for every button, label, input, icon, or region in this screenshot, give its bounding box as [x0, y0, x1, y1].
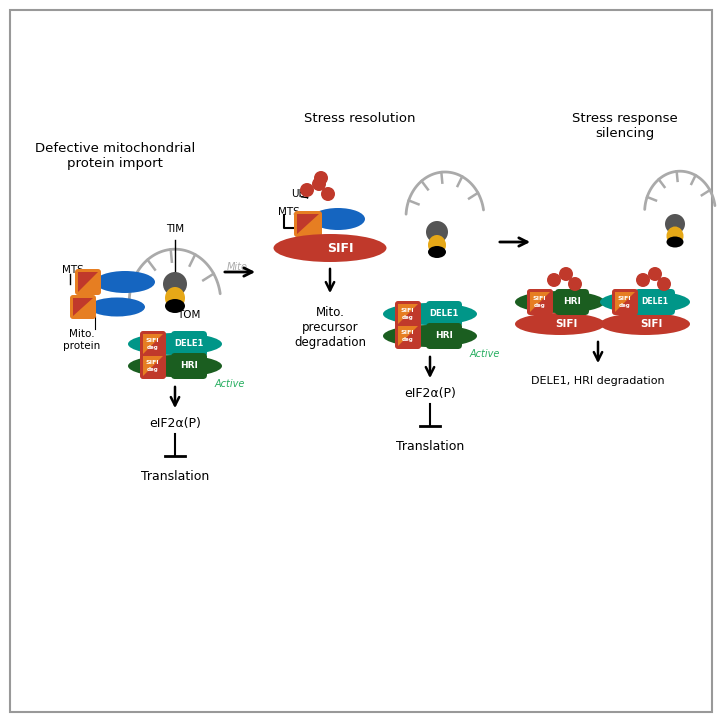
Text: SIFI: SIFI: [145, 360, 159, 365]
Ellipse shape: [600, 291, 690, 313]
Polygon shape: [78, 272, 98, 292]
Text: Mito.
protein: Mito. protein: [64, 329, 100, 351]
Text: Stress response
silencing: Stress response silencing: [572, 112, 678, 140]
Text: SIFI: SIFI: [640, 319, 662, 329]
Circle shape: [559, 267, 573, 281]
FancyBboxPatch shape: [426, 301, 462, 327]
Ellipse shape: [428, 235, 446, 255]
Polygon shape: [143, 356, 163, 376]
FancyBboxPatch shape: [140, 353, 166, 379]
Circle shape: [312, 177, 326, 191]
Circle shape: [300, 183, 314, 197]
Circle shape: [568, 277, 582, 291]
FancyBboxPatch shape: [635, 289, 675, 315]
FancyBboxPatch shape: [75, 269, 101, 295]
FancyBboxPatch shape: [426, 323, 462, 349]
Polygon shape: [297, 214, 319, 234]
Text: SIFI: SIFI: [617, 296, 631, 301]
Text: Translation: Translation: [141, 469, 209, 482]
Text: SIFI: SIFI: [400, 330, 414, 335]
Text: SIFI: SIFI: [532, 296, 546, 301]
Ellipse shape: [165, 287, 185, 309]
Text: deg: deg: [402, 337, 414, 342]
Text: deg: deg: [147, 346, 159, 350]
Text: HRI: HRI: [435, 331, 453, 341]
Ellipse shape: [666, 227, 684, 245]
Text: DELE1, HRI degradation: DELE1, HRI degradation: [531, 376, 665, 386]
FancyBboxPatch shape: [612, 289, 638, 315]
Ellipse shape: [428, 246, 446, 258]
Polygon shape: [530, 292, 550, 312]
Ellipse shape: [311, 208, 365, 230]
Text: deg: deg: [619, 303, 631, 308]
Text: HRI: HRI: [180, 362, 198, 370]
Circle shape: [665, 214, 685, 234]
Text: eIF2α(P): eIF2α(P): [149, 417, 201, 430]
Circle shape: [163, 272, 187, 296]
Text: deg: deg: [402, 316, 414, 321]
Text: Ub: Ub: [291, 189, 305, 199]
Text: deg: deg: [534, 303, 546, 308]
Ellipse shape: [89, 297, 145, 316]
Ellipse shape: [95, 271, 155, 293]
Ellipse shape: [515, 313, 605, 335]
Ellipse shape: [383, 303, 477, 325]
Text: Active: Active: [215, 379, 245, 389]
Circle shape: [321, 187, 335, 201]
Ellipse shape: [383, 325, 477, 347]
Text: Active: Active: [470, 349, 500, 359]
Circle shape: [636, 273, 650, 287]
FancyBboxPatch shape: [395, 301, 421, 327]
Text: SIFI: SIFI: [327, 241, 353, 254]
Text: HRI: HRI: [563, 297, 581, 307]
Text: Mito.: Mito.: [227, 262, 251, 272]
Ellipse shape: [515, 291, 605, 313]
Polygon shape: [615, 292, 635, 312]
Text: SIFI: SIFI: [145, 338, 159, 343]
Circle shape: [547, 273, 561, 287]
FancyBboxPatch shape: [527, 289, 553, 315]
FancyBboxPatch shape: [395, 323, 421, 349]
Circle shape: [314, 171, 328, 185]
Polygon shape: [73, 298, 93, 316]
Ellipse shape: [128, 333, 222, 355]
Ellipse shape: [128, 355, 222, 377]
Polygon shape: [398, 304, 418, 324]
FancyBboxPatch shape: [171, 353, 207, 379]
Text: MTS: MTS: [62, 265, 84, 275]
Text: Translation: Translation: [396, 440, 464, 453]
FancyBboxPatch shape: [294, 211, 322, 237]
Ellipse shape: [274, 234, 386, 262]
Ellipse shape: [600, 313, 690, 335]
Circle shape: [657, 277, 671, 291]
Polygon shape: [398, 326, 418, 346]
Text: DELE1: DELE1: [642, 297, 669, 307]
Circle shape: [648, 267, 662, 281]
Ellipse shape: [666, 237, 684, 248]
FancyBboxPatch shape: [555, 289, 589, 315]
FancyBboxPatch shape: [140, 331, 166, 357]
Text: Defective mitochondrial
protein import: Defective mitochondrial protein import: [35, 142, 195, 170]
FancyBboxPatch shape: [70, 295, 96, 319]
Text: deg: deg: [147, 367, 159, 373]
Polygon shape: [143, 334, 163, 354]
Text: TIM: TIM: [166, 224, 184, 234]
FancyBboxPatch shape: [171, 331, 207, 357]
Ellipse shape: [165, 299, 185, 313]
Text: Mito.
precursor
degradation: Mito. precursor degradation: [294, 306, 366, 349]
Text: Stress resolution: Stress resolution: [304, 112, 416, 125]
Text: eIF2α(P): eIF2α(P): [404, 388, 456, 401]
Text: SIFI: SIFI: [400, 308, 414, 313]
Text: SIFI: SIFI: [554, 319, 577, 329]
Text: DELE1: DELE1: [430, 310, 458, 318]
Text: MTS: MTS: [278, 207, 300, 217]
Text: DELE1: DELE1: [174, 339, 204, 349]
Circle shape: [426, 221, 448, 243]
Text: TOM: TOM: [177, 310, 201, 320]
